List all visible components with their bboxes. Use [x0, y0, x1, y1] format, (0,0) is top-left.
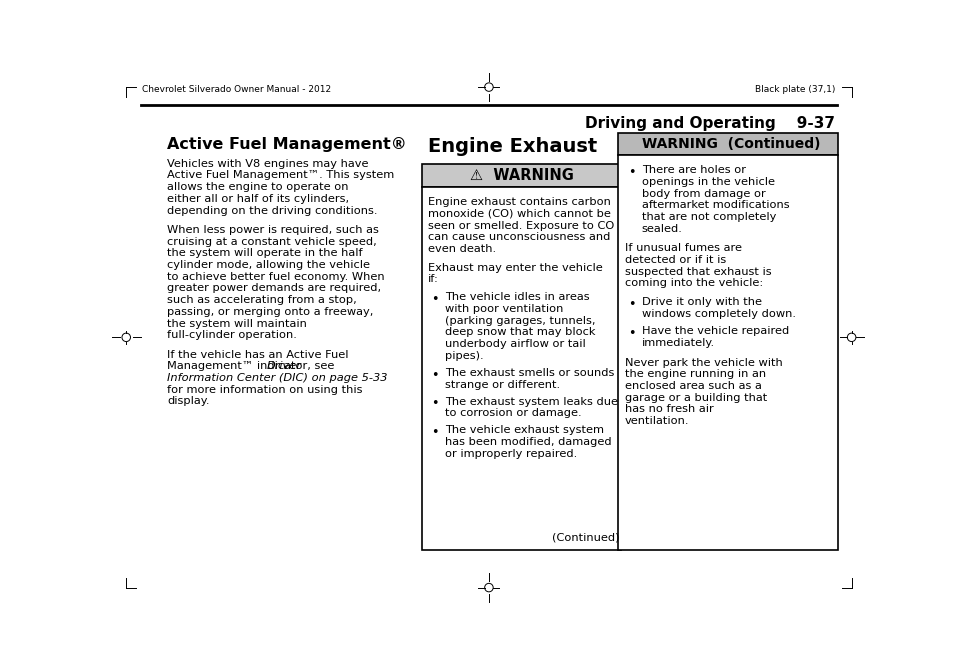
Text: •: •: [431, 369, 437, 381]
Text: Management™ indicator, see: Management™ indicator, see: [167, 361, 335, 371]
Bar: [618, 155, 838, 550]
Text: that are not completely: that are not completely: [641, 212, 775, 222]
Text: ventilation.: ventilation.: [624, 416, 688, 426]
Text: The vehicle exhaust system: The vehicle exhaust system: [444, 426, 603, 436]
Text: (parking garages, tunnels,: (parking garages, tunnels,: [444, 315, 595, 325]
Text: display.: display.: [167, 397, 210, 406]
Text: •: •: [431, 397, 437, 410]
Text: the engine running in an: the engine running in an: [624, 369, 765, 379]
Text: •: •: [627, 166, 635, 179]
Text: can cause unconsciousness and: can cause unconsciousness and: [427, 232, 609, 242]
Text: seen or smelled. Exposure to CO: seen or smelled. Exposure to CO: [427, 220, 614, 230]
Text: or improperly repaired.: or improperly repaired.: [444, 449, 577, 459]
Text: pipes).: pipes).: [444, 351, 483, 361]
Text: such as accelerating from a stop,: such as accelerating from a stop,: [167, 295, 356, 305]
Text: Vehicles with V8 engines may have: Vehicles with V8 engines may have: [167, 159, 369, 169]
Text: Driver: Driver: [267, 361, 301, 371]
Text: When less power is required, such as: When less power is required, such as: [167, 225, 378, 235]
Text: •: •: [627, 298, 635, 311]
Text: Exhaust may enter the vehicle: Exhaust may enter the vehicle: [427, 263, 601, 273]
Text: Driving and Operating    9-37: Driving and Operating 9-37: [585, 116, 835, 130]
Text: greater power demands are required,: greater power demands are required,: [167, 283, 381, 293]
Text: Engine Exhaust: Engine Exhaust: [427, 137, 597, 156]
Text: full-cylinder operation.: full-cylinder operation.: [167, 330, 297, 340]
Text: The exhaust smells or sounds: The exhaust smells or sounds: [444, 368, 614, 378]
Text: to corrosion or damage.: to corrosion or damage.: [444, 408, 580, 418]
Text: strange or different.: strange or different.: [444, 379, 559, 389]
Text: The exhaust system leaks due: The exhaust system leaks due: [444, 397, 618, 407]
Text: ⚠  WARNING: ⚠ WARNING: [469, 168, 573, 183]
Text: Have the vehicle repaired: Have the vehicle repaired: [641, 327, 788, 337]
Text: aftermarket modifications: aftermarket modifications: [641, 200, 788, 210]
Text: enclosed area such as a: enclosed area such as a: [624, 381, 760, 391]
Text: the system will maintain: the system will maintain: [167, 319, 307, 329]
Text: deep snow that may block: deep snow that may block: [444, 327, 595, 337]
Text: WARNING  (Continued): WARNING (Continued): [641, 137, 820, 151]
Text: body from damage or: body from damage or: [641, 188, 764, 198]
Text: the system will operate in the half: the system will operate in the half: [167, 248, 362, 259]
Text: The vehicle idles in areas: The vehicle idles in areas: [444, 292, 589, 302]
Bar: [421, 164, 620, 187]
Text: cylinder mode, allowing the vehicle: cylinder mode, allowing the vehicle: [167, 260, 370, 270]
Text: •: •: [431, 293, 437, 306]
Text: Active Fuel Management®: Active Fuel Management®: [167, 137, 407, 152]
Bar: [618, 132, 838, 155]
Text: If unusual fumes are: If unusual fumes are: [624, 243, 740, 253]
Text: with poor ventilation: with poor ventilation: [444, 304, 562, 314]
Text: has no fresh air: has no fresh air: [624, 404, 713, 414]
Text: allows the engine to operate on: allows the engine to operate on: [167, 182, 349, 192]
Text: even death.: even death.: [427, 244, 496, 254]
Text: has been modified, damaged: has been modified, damaged: [444, 437, 611, 447]
Text: Chevrolet Silverado Owner Manual - 2012: Chevrolet Silverado Owner Manual - 2012: [142, 85, 332, 94]
Text: (Continued): (Continued): [552, 533, 619, 543]
Text: immediately.: immediately.: [641, 338, 714, 348]
Text: passing, or merging onto a freeway,: passing, or merging onto a freeway,: [167, 307, 374, 317]
Text: There are holes or: There are holes or: [641, 165, 745, 175]
Text: suspected that exhaust is: suspected that exhaust is: [624, 267, 770, 277]
Text: monoxide (CO) which cannot be: monoxide (CO) which cannot be: [427, 209, 610, 219]
Text: sealed.: sealed.: [641, 224, 681, 234]
Text: either all or half of its cylinders,: either all or half of its cylinders,: [167, 194, 349, 204]
Text: •: •: [431, 426, 437, 439]
Text: windows completely down.: windows completely down.: [641, 309, 795, 319]
Text: Engine exhaust contains carbon: Engine exhaust contains carbon: [427, 197, 610, 207]
Text: if:: if:: [427, 275, 438, 285]
Text: Information Center (DIC) on page 5-33: Information Center (DIC) on page 5-33: [167, 373, 387, 383]
Text: openings in the vehicle: openings in the vehicle: [641, 177, 774, 187]
Text: to achieve better fuel economy. When: to achieve better fuel economy. When: [167, 272, 384, 282]
Text: underbody airflow or tail: underbody airflow or tail: [444, 339, 585, 349]
Text: •: •: [627, 327, 635, 340]
Text: cruising at a constant vehicle speed,: cruising at a constant vehicle speed,: [167, 236, 376, 246]
Text: Drive it only with the: Drive it only with the: [641, 297, 760, 307]
Text: Never park the vehicle with: Never park the vehicle with: [624, 357, 781, 367]
Text: for more information on using this: for more information on using this: [167, 385, 362, 395]
Text: detected or if it is: detected or if it is: [624, 255, 725, 265]
Text: Black plate (37,1): Black plate (37,1): [754, 85, 835, 94]
Text: depending on the driving conditions.: depending on the driving conditions.: [167, 206, 377, 216]
Text: garage or a building that: garage or a building that: [624, 393, 766, 403]
Text: Active Fuel Management™. This system: Active Fuel Management™. This system: [167, 170, 395, 180]
Bar: [421, 187, 620, 550]
Text: coming into the vehicle:: coming into the vehicle:: [624, 279, 762, 289]
Text: If the vehicle has an Active Fuel: If the vehicle has an Active Fuel: [167, 349, 349, 359]
